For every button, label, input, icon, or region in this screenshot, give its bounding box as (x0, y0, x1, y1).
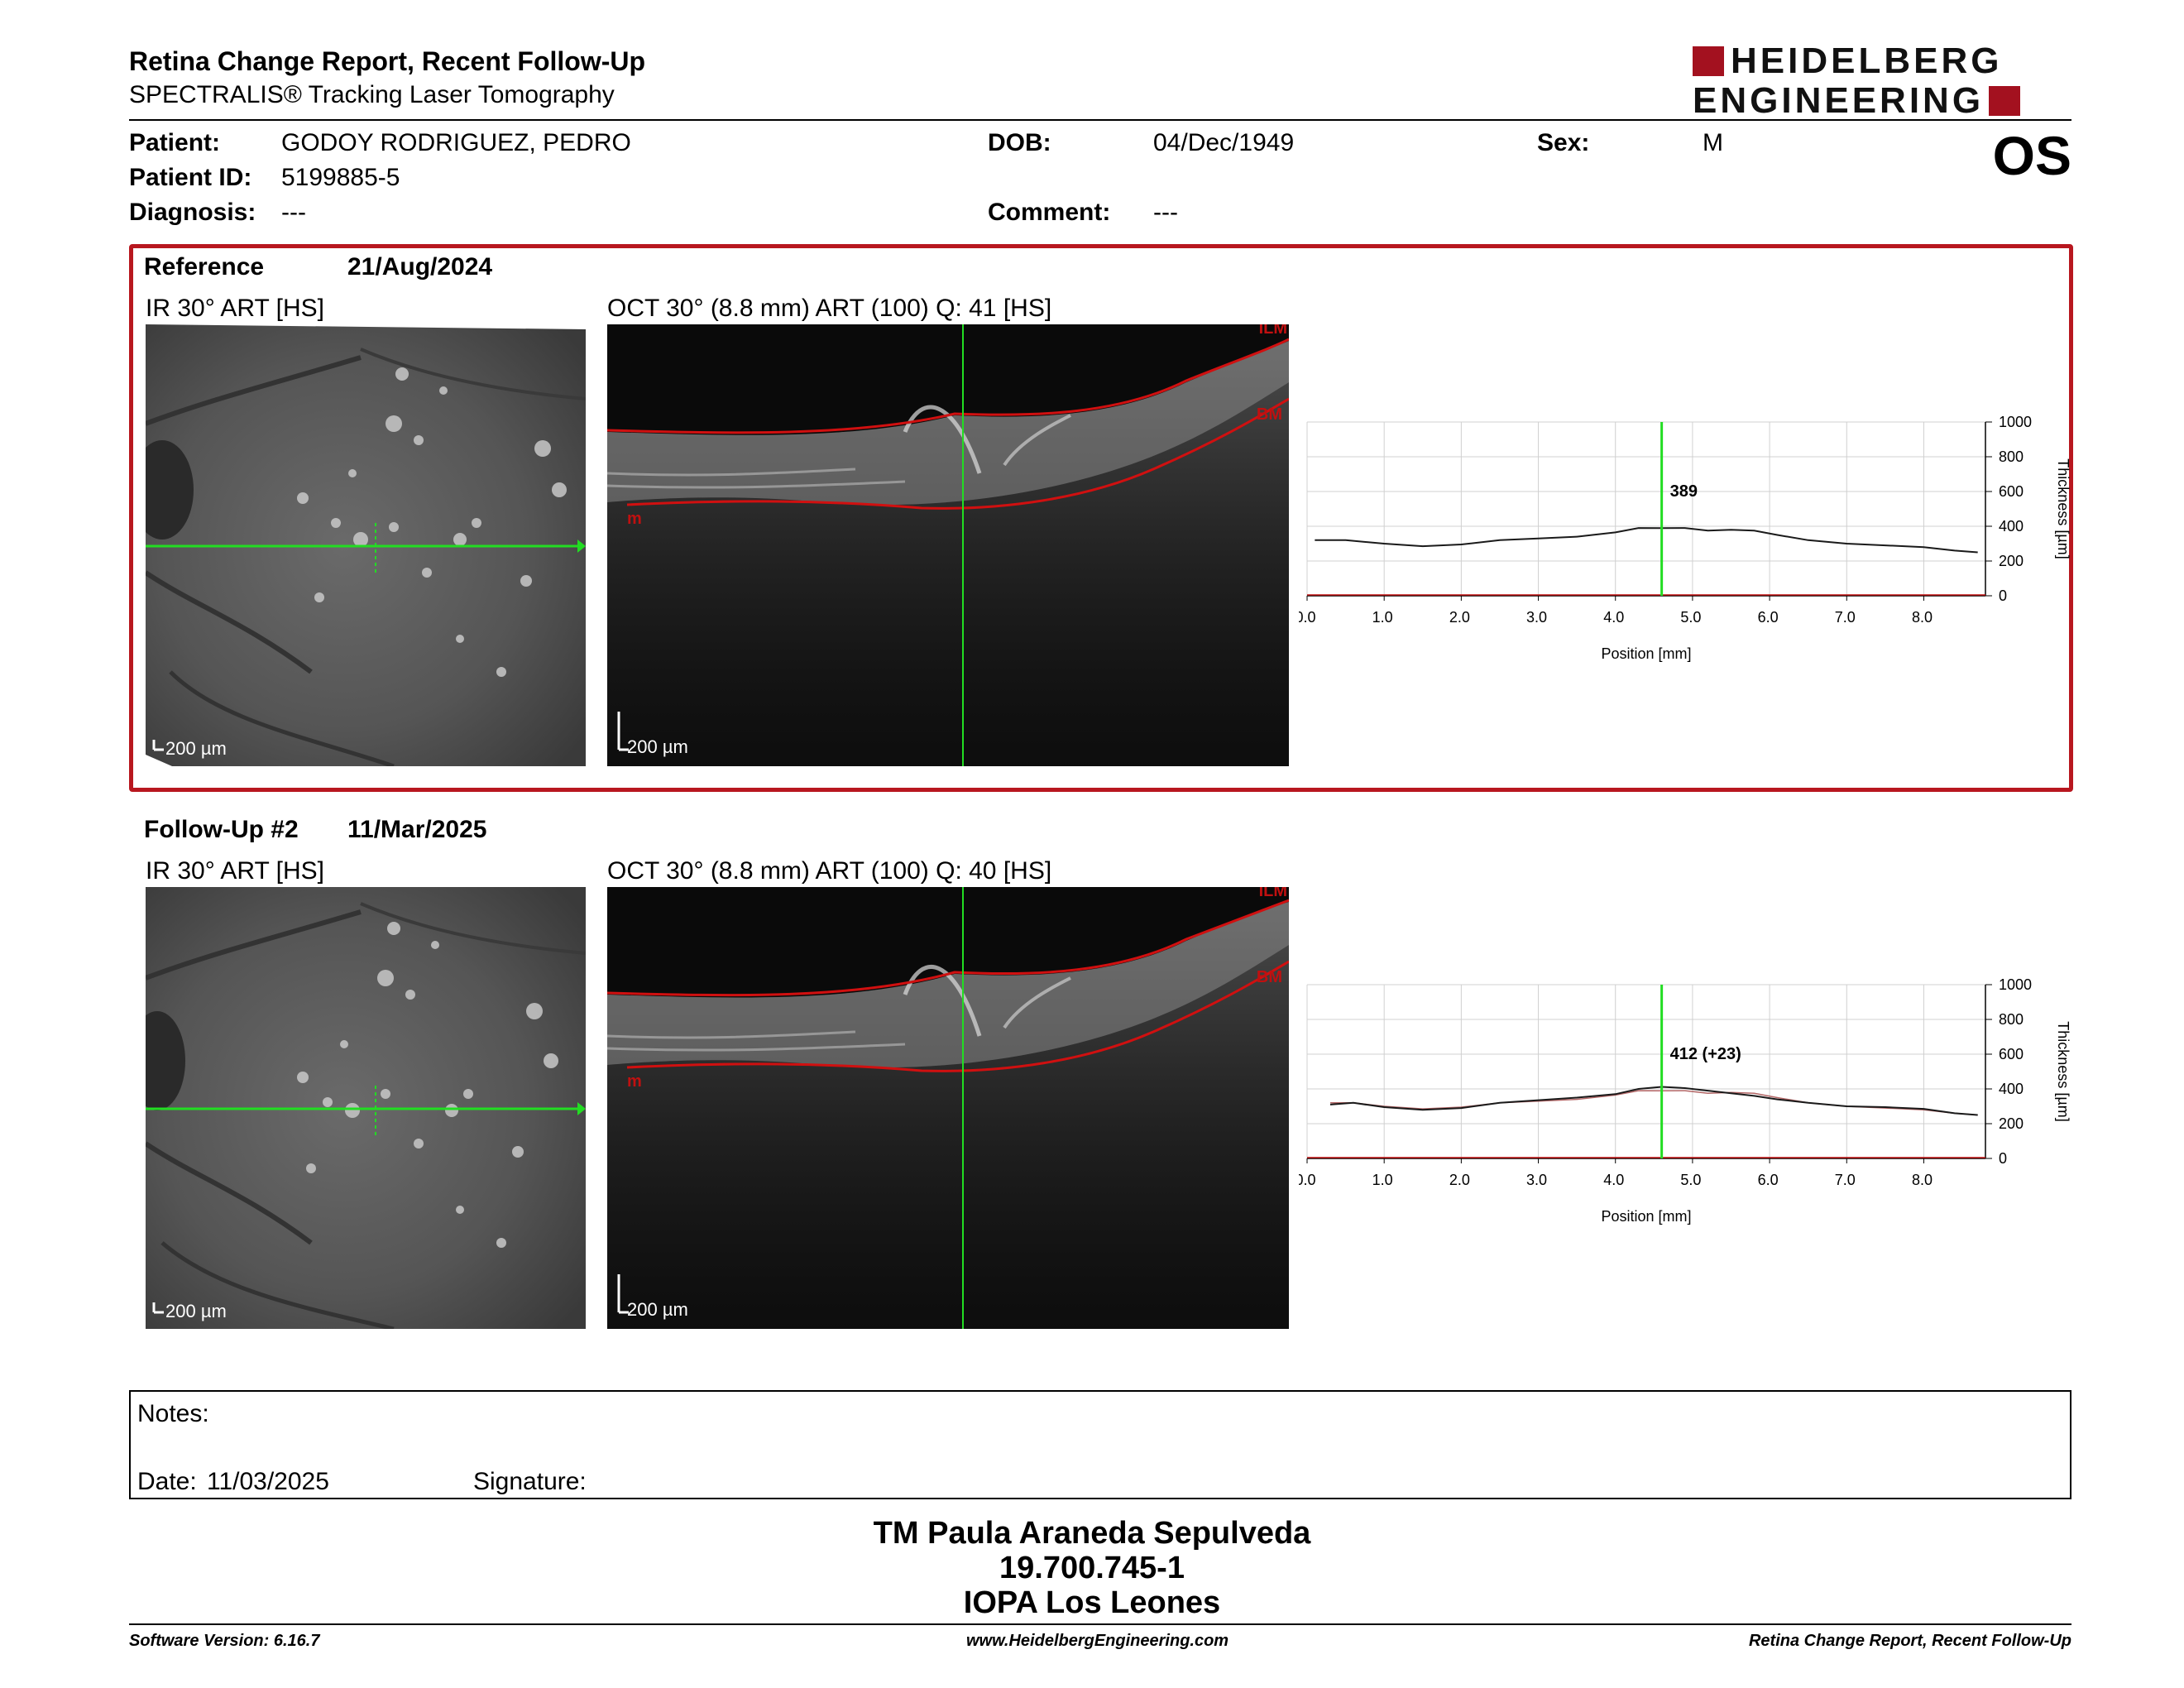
thickness-chart: 0.0 1.0 2.0 3.0 4.0 5.0 6.0 7.0 8.0 0 200 400 600 800… (1299, 414, 2071, 662)
x-tick-label: 8.0 (1912, 609, 1933, 626)
y-axis-label: Thickness [µm] (2055, 1021, 2071, 1121)
x-tick-label: 6.0 (1758, 1172, 1779, 1188)
ilm-label: ILM (1258, 324, 1287, 338)
y-tick-label: 800 (1999, 1011, 2024, 1028)
signer-name: TM Paula Araneda Sepulveda (873, 1516, 1311, 1551)
patient-name: GODOY RODRIGUEZ, PEDRO (281, 129, 631, 156)
ir-scale-label: 200 µm (165, 1301, 227, 1321)
x-tick-label: 7.0 (1835, 1172, 1856, 1188)
y-tick-label: 400 (1999, 1081, 2024, 1097)
patient-label: Patient: (129, 129, 221, 156)
y-tick-label: 400 (1999, 518, 2024, 535)
oct-scale-label: 200 µm (627, 1299, 688, 1320)
x-tick-label: 0.0 (1299, 1172, 1316, 1188)
thickness-series-line (1329, 1086, 1978, 1116)
signature-label: Signature: (473, 1468, 587, 1495)
y-axis-label: Thickness [µm] (2055, 458, 2071, 559)
x-axis-label: Position [mm] (1601, 645, 1691, 662)
patient-id-label: Patient ID: (129, 164, 252, 191)
logo-square-icon (1989, 86, 2021, 116)
oct-image-label: OCT 30° (8.8 mm) ART (100) Q: 41 [HS] (607, 295, 1052, 322)
x-tick-label: 4.0 (1603, 1172, 1624, 1188)
notes-box: Notes: Date: 11/03/2025 Signature: (129, 1390, 2071, 1499)
logo-line2: ENGINEERING (1693, 80, 1985, 121)
x-tick-label: 1.0 (1372, 609, 1393, 626)
report-subtitle: SPECTRALIS® Tracking Laser Tomography (129, 81, 615, 108)
sex-label: Sex: (1537, 129, 1590, 156)
y-tick-label: 200 (1999, 553, 2024, 569)
logo-square-icon (1693, 46, 1724, 76)
ir-image-label: IR 30° ART [HS] (146, 295, 324, 322)
software-version: Software Version: 6.16.7 (129, 1632, 320, 1650)
ir-image-label: IR 30° ART [HS] (146, 857, 324, 885)
ilm-label: ILM (1258, 887, 1287, 900)
oct-scale-label: 200 µm (627, 736, 688, 757)
x-tick-label: 3.0 (1526, 1172, 1547, 1188)
y-tick-label: 0 (1999, 1150, 2007, 1167)
signer-institution: IOPA Los Leones (963, 1585, 1221, 1620)
bm-label: BM (1256, 968, 1282, 986)
footer-divider (129, 1623, 2071, 1625)
m-label: m (627, 1072, 642, 1091)
x-tick-label: 0.0 (1299, 609, 1316, 626)
comment-label: Comment: (988, 199, 1111, 226)
dob-value: 04/Dec/1949 (1153, 129, 1295, 156)
y-tick-label: 800 (1999, 448, 2024, 465)
x-axis-label: Position [mm] (1601, 1208, 1691, 1225)
ir-fundus-image: 200 µm (146, 324, 586, 766)
oct-bscan-image: ILM BM m 200 µm (607, 324, 1289, 766)
chart-plot: 0.0 1.0 2.0 3.0 4.0 5.0 6.0 7.0 8.0 0 200 400 600 800… (1299, 976, 2071, 1225)
date-value: 11/03/2025 (207, 1468, 329, 1495)
x-tick-label: 3.0 (1526, 609, 1547, 626)
diagnosis-label: Diagnosis: (129, 199, 256, 226)
report-title: Retina Change Report, Recent Follow-Up (129, 46, 646, 76)
eye-indicator: OS (1992, 125, 2071, 186)
m-label: m (627, 510, 642, 528)
chart-plot: 0.0 1.0 2.0 3.0 4.0 5.0 6.0 7.0 8.0 0 200 400 600 800… (1299, 414, 2071, 662)
reference-series-line (1329, 1090, 1978, 1116)
reference-exam-box (129, 244, 2073, 792)
patient-id: 5199885-5 (281, 164, 400, 191)
date-label: Date: (137, 1468, 197, 1495)
y-tick-label: 200 (1999, 1115, 2024, 1132)
x-tick-label: 7.0 (1835, 609, 1856, 626)
x-tick-label: 1.0 (1372, 1172, 1393, 1188)
followup-label: Follow-Up #2 (144, 816, 299, 843)
x-tick-label: 8.0 (1912, 1172, 1933, 1188)
reference-date: 21/Aug/2024 (347, 253, 493, 281)
ir-fundus-image: 200 µm (146, 887, 586, 1329)
ir-scale-label: 200 µm (165, 738, 227, 759)
website-link[interactable]: www.HeidelbergEngineering.com (966, 1632, 1229, 1650)
dob-label: DOB: (988, 129, 1051, 156)
y-tick-label: 600 (1999, 1046, 2024, 1062)
y-tick-label: 600 (1999, 483, 2024, 500)
signer-id: 19.700.745-1 (999, 1551, 1185, 1585)
sex-value: M (1703, 129, 1723, 156)
footer-report-name: Retina Change Report, Recent Follow-Up (1748, 1632, 2071, 1650)
x-tick-label: 6.0 (1758, 609, 1779, 626)
diagnosis-value: --- (281, 199, 306, 226)
oct-image-label: OCT 30° (8.8 mm) ART (100) Q: 40 [HS] (607, 857, 1052, 885)
notes-label: Notes: (137, 1400, 209, 1427)
thickness-chart: 0.0 1.0 2.0 3.0 4.0 5.0 6.0 7.0 8.0 0 200 400 600 800… (1299, 976, 2071, 1225)
followup-date: 11/Mar/2025 (347, 816, 487, 843)
oct-bscan-image: ILM BM m 200 µm (607, 887, 1289, 1329)
cursor-value-label: 389 (1670, 482, 1698, 501)
x-tick-label: 2.0 (1449, 1172, 1470, 1188)
x-tick-label: 5.0 (1680, 1172, 1701, 1188)
y-tick-label: 1000 (1999, 976, 2032, 993)
heidelberg-logo: HEIDELBERG ENGINEERING (1693, 43, 2071, 119)
comment-value: --- (1153, 199, 1178, 226)
thickness-series-line (1315, 527, 1978, 554)
cursor-value-label: 412 (+23) (1670, 1045, 1741, 1063)
bm-label: BM (1256, 405, 1282, 424)
reference-label: Reference (144, 253, 265, 281)
logo-line1: HEIDELBERG (1731, 41, 2003, 81)
header-divider (129, 119, 2071, 121)
y-tick-label: 0 (1999, 587, 2007, 604)
x-tick-label: 2.0 (1449, 609, 1470, 626)
x-tick-label: 5.0 (1680, 609, 1701, 626)
x-tick-label: 4.0 (1603, 609, 1624, 626)
y-tick-label: 1000 (1999, 414, 2032, 430)
